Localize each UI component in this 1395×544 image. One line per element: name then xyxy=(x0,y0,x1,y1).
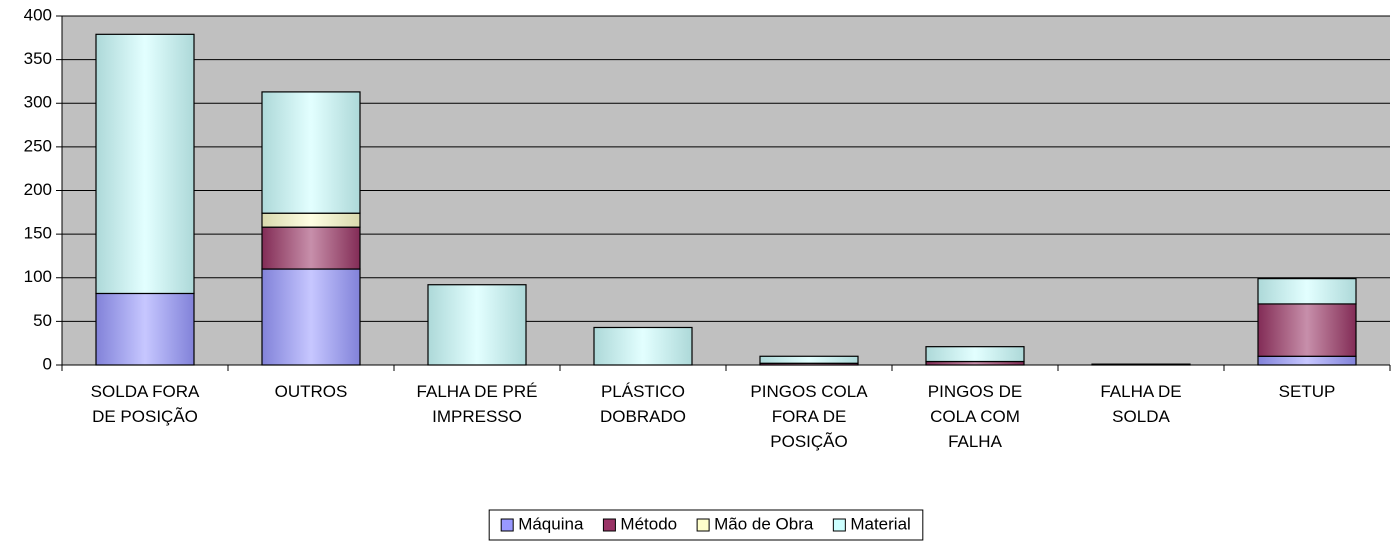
x-tick-label: SOLDA FORA DE POSIÇÃO xyxy=(91,382,200,426)
y-tick-label: 150 xyxy=(24,224,52,243)
bar-segment xyxy=(261,226,361,270)
legend-label: Mão de Obra xyxy=(714,514,814,533)
legend-item: Mão de Obra xyxy=(696,514,814,533)
bar-segment xyxy=(261,268,361,366)
bar-segment xyxy=(427,284,527,366)
bar-segment xyxy=(261,212,361,228)
bar-segment xyxy=(1091,363,1191,366)
legend-swatch xyxy=(832,518,846,532)
x-tick-label: PINGOS COLA FORA DE POSIÇÃO xyxy=(750,382,868,451)
y-tick-label: 300 xyxy=(24,93,52,112)
x-tick-label: PLÁSTICO DOBRADO xyxy=(600,382,686,426)
y-tick-label: 100 xyxy=(24,267,52,286)
legend-label: Método xyxy=(620,514,677,533)
legend-label: Material xyxy=(850,514,910,533)
legend-swatch xyxy=(696,518,710,532)
bar-segment xyxy=(759,355,859,364)
x-tick-label: FALHA DE PRÉ IMPRESSO xyxy=(417,382,538,426)
bar-segment xyxy=(1257,303,1357,357)
x-tick-label: PINGOS DE COLA COM FALHA xyxy=(928,382,1022,451)
bar-segment xyxy=(95,33,195,295)
legend-item: Máquina xyxy=(500,514,584,533)
bar-segment xyxy=(925,346,1025,363)
y-tick-label: 50 xyxy=(33,311,52,330)
y-tick-label: 250 xyxy=(24,136,52,155)
bar-segment xyxy=(593,326,693,366)
legend-swatch xyxy=(602,518,616,532)
bar-segment xyxy=(1257,355,1357,366)
y-tick-label: 0 xyxy=(43,354,52,373)
legend-item: Material xyxy=(832,514,911,533)
x-tick-label: OUTROS xyxy=(275,382,348,401)
bar-segment xyxy=(95,292,195,366)
legend-label: Máquina xyxy=(518,514,584,533)
legend: Máquina Método Mão de Obra Material xyxy=(500,514,911,533)
y-tick-label: 200 xyxy=(24,180,52,199)
legend-swatch xyxy=(500,518,514,532)
x-tick-label: SETUP xyxy=(1279,382,1336,401)
bar-segment xyxy=(261,91,361,214)
legend-item: Método xyxy=(602,514,677,533)
x-tick-label: FALHA DE SOLDA xyxy=(1100,382,1181,426)
y-tick-label: 350 xyxy=(24,49,52,68)
bar-segment xyxy=(1257,278,1357,305)
y-tick-label: 400 xyxy=(24,5,52,24)
